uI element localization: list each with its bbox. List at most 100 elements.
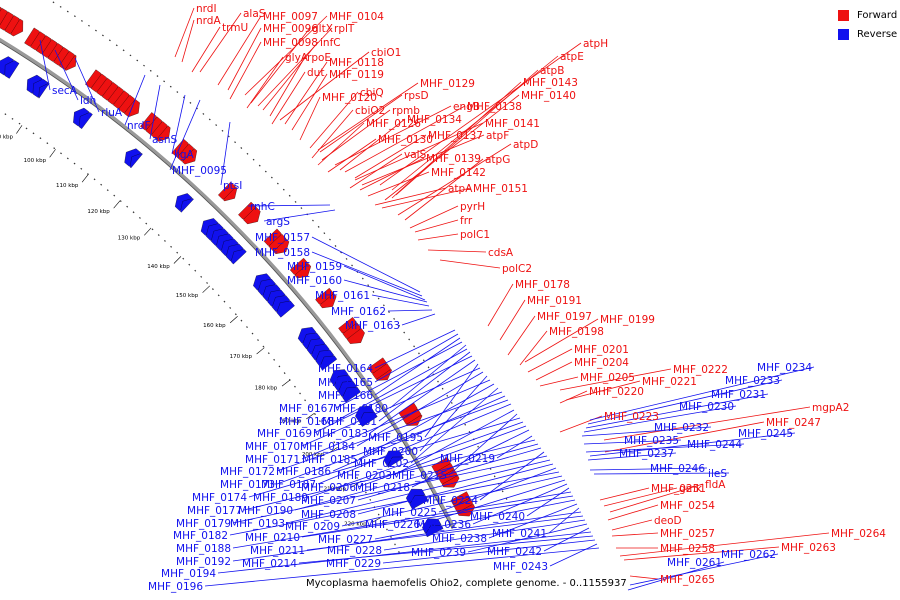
reverse-gene-label-leader (583, 405, 737, 433)
forward-gene-label-leader (217, 15, 262, 86)
forward-gene-label-leader (191, 26, 221, 73)
tick-label: 110 kbp (56, 183, 79, 189)
forward-gene-label: atpH (583, 38, 608, 50)
forward-gene-label: MHF_0265 (660, 574, 715, 586)
forward-gene-block (10, 18, 24, 37)
reverse-gene-label-leader (357, 425, 527, 488)
forward-gene-label: MHF_0130 (378, 134, 433, 146)
forward-gene-label: infC (320, 37, 341, 49)
tick-label: 190 kbp (279, 419, 302, 425)
reverse-label: Reverse (857, 29, 898, 40)
reverse-gene-label-leader (374, 329, 456, 369)
forward-gene-label: MHF_0139 (426, 153, 481, 165)
reverse-gene-label: asnS (152, 134, 178, 146)
forward-gene-label: atpE (560, 51, 584, 63)
forward-gene-label: MHF_0129 (420, 78, 475, 90)
reverse-gene-label-leader (276, 399, 509, 485)
reverse-gene-label-leader (294, 443, 539, 511)
reverse-gene-label-leader (313, 355, 473, 434)
reverse-gene-label-leader (424, 363, 479, 438)
forward-gene-block (346, 328, 365, 344)
reverse-gene-label: MHF_0245 (738, 428, 793, 440)
reverse-gene-label: MHF_0186 (276, 466, 331, 478)
forward-gene-label: MHF_0191 (527, 295, 582, 307)
reverse-gene-block (78, 112, 93, 129)
reverse-gene-label: MHF_0210 (245, 532, 300, 544)
legend: Forward Reverse (838, 8, 898, 46)
forward-gene-label-leader (611, 532, 659, 537)
reverse-gene-label-leader (204, 547, 600, 587)
reverse-gene-label-leader (393, 409, 515, 476)
forward-gene-label: alaS (243, 8, 266, 20)
forward-gene-block (64, 54, 77, 71)
reverse-gene-label: MHF_0165 (318, 377, 373, 389)
forward-gene-label-leader (439, 259, 501, 269)
forward-gene-label-leader (374, 187, 447, 206)
reverse-gene-label-leader (232, 511, 582, 562)
forward-gene-label-leader (321, 109, 391, 161)
forward-gene-label: polC1 (460, 229, 490, 241)
forward-gene-label-leader (599, 487, 650, 501)
reverse-gene-label: MHF_0169 (257, 428, 312, 440)
forward-gene-label: MHF_0257 (660, 528, 715, 540)
reverse-gene-label: MHF_0235 (624, 435, 679, 447)
reverse-gene-block (180, 198, 194, 213)
forward-gene-label: MHF_0251 (651, 483, 706, 495)
reverse-gene-label-leader (357, 463, 554, 515)
forward-gene-label-leader (229, 41, 262, 100)
forward-gene-label-leader (349, 153, 403, 189)
forward-gene-label-leader (354, 134, 427, 179)
reverse-gene-label: MHF_0172 (220, 466, 275, 478)
reverse-gene-label-leader (220, 121, 231, 186)
forward-gene-block (156, 125, 171, 142)
reverse-gene-label: MHF_0163 (345, 320, 400, 332)
reverse-gene-label-leader (335, 348, 468, 422)
forward-gene-label-leader (524, 318, 599, 363)
forward-gene-label-leader (317, 122, 365, 166)
reverse-gene-label-leader (374, 499, 576, 540)
forward-gene-label-leader (327, 138, 377, 173)
reverse-gene-label-leader (593, 472, 730, 475)
reverse-gene-label: MHF_0243 (493, 561, 548, 573)
reverse-gene-block (409, 495, 429, 510)
reverse-gene-label-leader (587, 379, 783, 425)
forward-gene-label: gltX (312, 23, 333, 35)
genome-backbone-inner (0, 41, 453, 529)
tick-label: 180 kbp (255, 386, 278, 392)
tick-mark (256, 347, 265, 355)
reverse-gene-label: MHF_0095 (172, 165, 227, 177)
forward-gene-label: deoD (654, 515, 682, 527)
forward-gene-label: pyrH (460, 201, 485, 213)
reverse-gene-label-leader (343, 279, 428, 303)
reverse-gene-label: MHF_0214 (242, 558, 297, 570)
reverse-gene-label: nrdF (127, 120, 151, 132)
tick-mark (229, 316, 238, 324)
forward-gene-label-leader (367, 171, 430, 197)
forward-gene-label-leader (291, 73, 328, 131)
tick-mark (306, 412, 315, 420)
reverse-gene-label: MHF_0193 (230, 518, 285, 530)
forward-gene-label-leader (299, 96, 321, 141)
forward-gene-label: trmU (222, 22, 248, 34)
reverse-gene-label: MHF_0171 (245, 454, 300, 466)
forward-gene-label: MHF_0223 (604, 411, 659, 423)
forward-gene-label: atpF (486, 130, 509, 142)
forward-gene-label: MHF_0104 (329, 11, 384, 23)
forward-gene-label: atpG (485, 154, 510, 166)
forward-gene-label: MHF_0140 (521, 90, 576, 102)
reverse-gene-label: MHF_0219 (440, 453, 495, 465)
reverse-gene-label-leader (411, 429, 530, 488)
forward-gene-label-leader (427, 249, 487, 253)
forward-gene-label: MHF_0096 (263, 23, 318, 35)
forward-gene-label: mgpA2 (812, 402, 849, 414)
reverse-gene-label-leader (335, 341, 463, 409)
reverse-gene-label: MHF_0229 (326, 558, 381, 570)
reverse-gene-label-leader (374, 337, 461, 396)
reverse-gene-label-leader (343, 265, 426, 301)
tick-label: 150 kbp (176, 293, 199, 299)
reverse-gene-label-leader (306, 515, 584, 551)
reverse-gene-label-leader (149, 84, 161, 140)
reverse-gene-label-leader (341, 475, 563, 527)
reverse-gene-label: MHF_0179 (176, 518, 231, 530)
forward-gene-label-leader (262, 41, 319, 111)
